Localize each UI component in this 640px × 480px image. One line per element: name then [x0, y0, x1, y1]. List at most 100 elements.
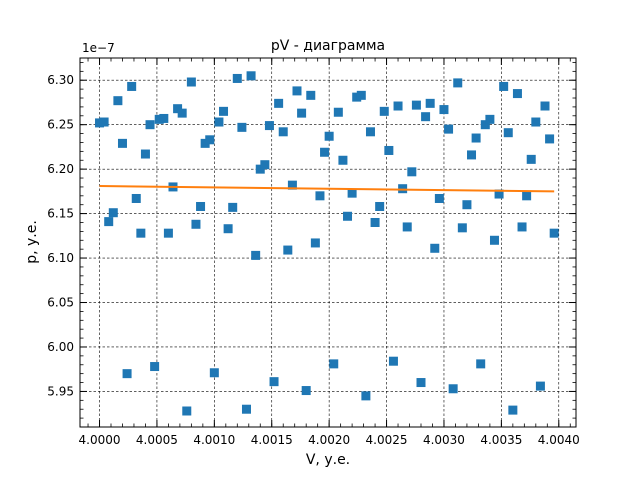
x-tick-label: 4.0035	[480, 433, 522, 447]
scatter-point	[154, 114, 164, 124]
y-tick-label: 6.10	[47, 251, 74, 265]
scatter-point	[287, 180, 297, 190]
scatter-point	[453, 78, 463, 88]
scatter-point	[186, 77, 196, 87]
scatter-point	[489, 235, 499, 245]
scatter-point	[274, 98, 284, 108]
scatter-point	[237, 122, 247, 132]
scatter-point	[379, 106, 389, 116]
scatter-point	[131, 193, 141, 203]
plot-frame	[79, 57, 577, 428]
y-offset-label: 1e−7	[82, 41, 115, 55]
scatter-point	[315, 191, 325, 201]
scatter-point	[425, 98, 435, 108]
scatter-point	[434, 193, 444, 203]
scatter-series	[95, 71, 559, 416]
scatter-point	[255, 164, 265, 174]
scatter-point	[223, 224, 233, 234]
scatter-point	[499, 81, 509, 91]
y-axis-label: p, у.е.	[24, 220, 40, 264]
scatter-point	[159, 113, 169, 123]
scatter-point	[269, 377, 279, 387]
scatter-point	[113, 96, 123, 106]
scatter-point	[512, 89, 522, 99]
scatter-point	[448, 384, 458, 394]
scatter-point	[241, 404, 251, 414]
scatter-point	[219, 106, 229, 116]
scatter-point	[278, 127, 288, 137]
x-tick-label: 4.0025	[366, 433, 408, 447]
scatter-point	[260, 160, 270, 170]
scatter-point	[292, 86, 302, 96]
scatter-point	[264, 121, 274, 131]
fit-line-series	[99, 185, 555, 193]
x-axis-label: V, у.е.	[306, 452, 350, 468]
scatter-point	[430, 243, 440, 253]
scatter-point	[411, 100, 421, 110]
scatter-point	[480, 120, 490, 130]
scatter-point	[361, 391, 371, 401]
scatter-point	[301, 386, 311, 396]
y-tick-label: 6.05	[47, 296, 74, 310]
scatter-point	[365, 127, 375, 137]
scatter-point	[522, 191, 532, 201]
scatter-point	[370, 217, 380, 227]
scatter-point	[145, 120, 155, 130]
y-tick-label: 5.95	[47, 384, 74, 398]
scatter-point	[127, 81, 137, 91]
x-tick-label: 4.0005	[136, 433, 178, 447]
scatter-point	[535, 381, 545, 391]
scatter-point	[200, 138, 210, 148]
scatter-point	[540, 101, 550, 111]
scatter-point	[476, 359, 486, 369]
scatter-point	[549, 228, 559, 238]
scatter-point	[108, 208, 118, 218]
y-tick-label: 6.15	[47, 207, 74, 221]
scatter-point	[388, 356, 398, 366]
scatter-point	[329, 359, 339, 369]
x-tick-label: 4.0040	[538, 433, 580, 447]
scatter-point	[494, 189, 504, 199]
scatter-point	[508, 405, 518, 415]
scatter-point	[209, 368, 219, 378]
scatter-point	[467, 150, 477, 160]
scatter-point	[471, 133, 481, 143]
scatter-point	[163, 228, 173, 238]
y-tick-label: 6.00	[47, 340, 74, 354]
scatter-point	[526, 154, 536, 164]
scatter-point	[251, 250, 261, 260]
scatter-point	[117, 138, 127, 148]
x-tick-label: 4.0010	[193, 433, 235, 447]
scatter-point	[352, 92, 362, 102]
scatter-point	[177, 108, 187, 118]
scatter-point	[531, 117, 541, 127]
x-tick-label: 4.0015	[251, 433, 293, 447]
scatter-point	[150, 362, 160, 372]
scatter-point	[246, 71, 256, 81]
scatter-point	[95, 118, 105, 128]
scatter-point	[205, 135, 215, 145]
scatter-point	[545, 134, 555, 144]
scatter-point	[347, 188, 357, 198]
x-tick-label: 4.0000	[79, 433, 121, 447]
y-tick-label: 6.30	[47, 73, 74, 87]
grid-layer	[80, 58, 576, 427]
scatter-point	[228, 202, 238, 212]
axis-ticks: 4.0000 4.0005 4.0010 4.0015 4.0020 4.0025 4.00…	[47, 58, 580, 447]
x-tick-label: 4.0020	[308, 433, 350, 447]
chart-title: pV - диаграмма	[271, 38, 385, 54]
scatter-point	[462, 200, 472, 210]
scatter-point	[338, 155, 348, 165]
x-tick-label: 4.0030	[423, 433, 465, 447]
scatter-point	[485, 114, 495, 124]
scatter-point	[343, 211, 353, 221]
y-tick-label: 6.20	[47, 162, 74, 176]
scatter-point	[136, 228, 146, 238]
scatter-point	[297, 108, 307, 118]
scatter-point	[182, 406, 192, 416]
scatter-point	[283, 245, 293, 255]
scatter-point	[393, 101, 403, 111]
scatter-point	[306, 90, 316, 100]
scatter-point	[99, 117, 109, 127]
